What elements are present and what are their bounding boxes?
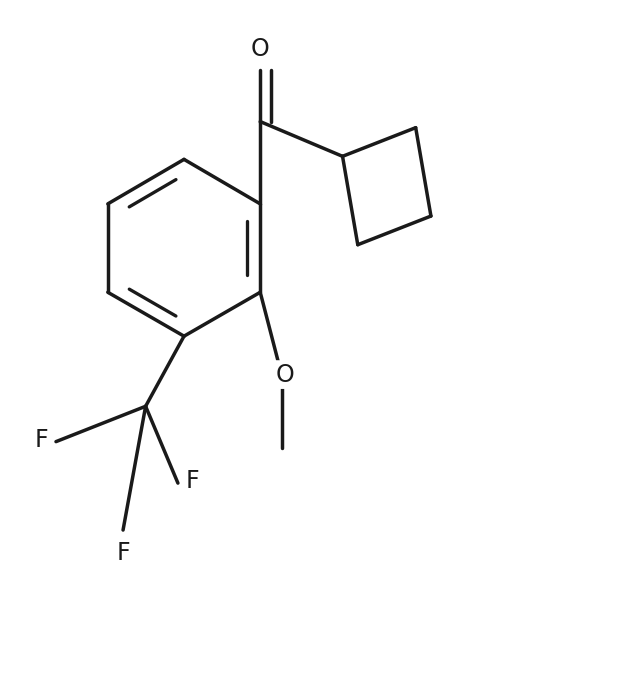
Text: O: O [275, 362, 294, 387]
Text: F: F [35, 428, 49, 452]
Text: O: O [251, 37, 269, 61]
Text: F: F [116, 541, 130, 565]
Text: F: F [185, 469, 199, 493]
